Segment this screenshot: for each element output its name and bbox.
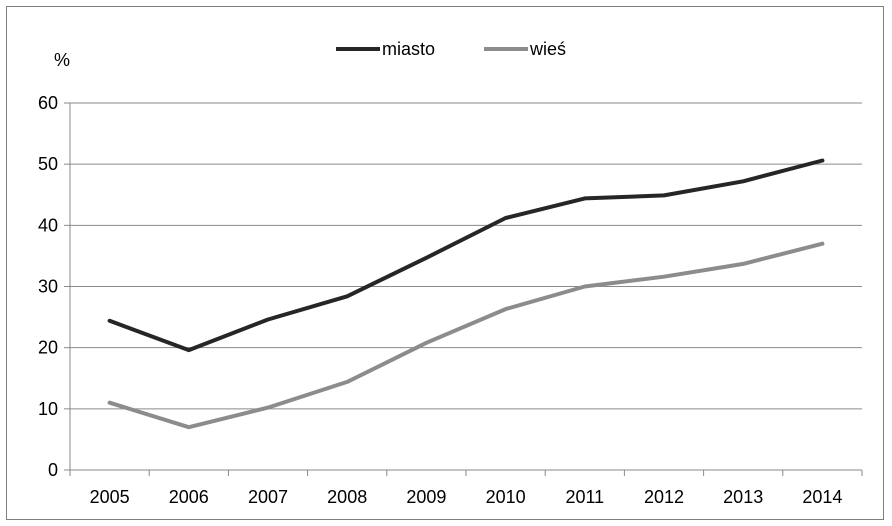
x-tick-label: 2010 <box>486 487 526 507</box>
y-tick-label: 30 <box>38 277 58 297</box>
y-tick-label: 10 <box>38 399 58 419</box>
y-tick-label: 0 <box>48 460 58 480</box>
y-axis-label: % <box>54 50 70 70</box>
y-tick-label: 20 <box>38 338 58 358</box>
legend: miasto wieś <box>336 39 566 59</box>
legend-label-miasto: miasto <box>382 39 435 59</box>
x-tick-label: 2009 <box>406 487 446 507</box>
series-line-miasto <box>107 158 825 353</box>
x-tick-labels: 2005 2006 2007 2008 2009 2010 2011 2012 2013 2014 <box>90 487 843 507</box>
series-line-wies <box>107 241 825 430</box>
x-tick-label: 2012 <box>644 487 684 507</box>
x-tick-label: 2007 <box>248 487 288 507</box>
y-tick-labels: 0 10 20 30 40 50 60 <box>38 93 58 480</box>
series-lines <box>107 158 825 430</box>
axes <box>64 102 863 476</box>
legend-label-wies: wieś <box>529 39 566 59</box>
x-tick-label: 2014 <box>802 487 842 507</box>
x-tick-label: 2005 <box>90 487 130 507</box>
y-tick-label: 50 <box>38 154 58 174</box>
x-tick-label: 2008 <box>327 487 367 507</box>
x-tick-label: 2011 <box>565 487 604 507</box>
gridlines <box>70 102 862 410</box>
y-tick-label: 40 <box>38 215 58 235</box>
y-tick-label: 60 <box>38 93 58 113</box>
x-tick-label: 2013 <box>723 487 763 507</box>
x-tick-label: 2006 <box>169 487 209 507</box>
